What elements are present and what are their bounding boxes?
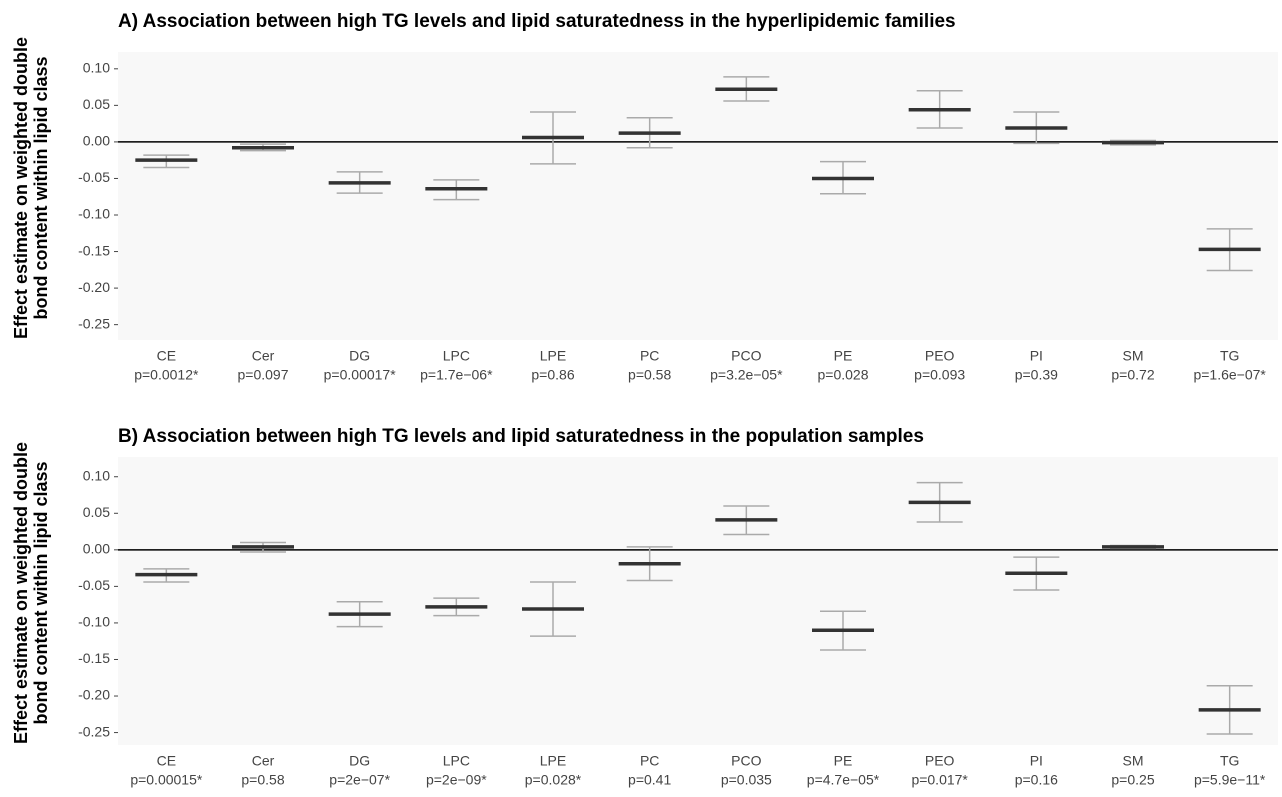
x-tick-label: TG <box>1220 753 1239 769</box>
y-tick-label: -0.10 <box>78 206 110 222</box>
p-value-label: p=0.097 <box>238 367 289 383</box>
p-value-label: p=2e−07* <box>329 772 390 788</box>
p-value-label: p=0.028* <box>525 772 582 788</box>
p-value-label: p=2e−09* <box>426 772 487 788</box>
x-tick-label: CE <box>157 753 176 769</box>
x-tick-label: TG <box>1220 348 1239 364</box>
p-value-label: p=1.7e−06* <box>420 367 493 383</box>
x-tick-label: LPE <box>540 348 566 364</box>
x-tick-label: CE <box>157 348 176 364</box>
x-tick-label: PC <box>640 753 659 769</box>
p-value-label: p=0.16 <box>1015 772 1058 788</box>
p-value-label: p=0.58 <box>628 367 671 383</box>
p-value-label: p=0.028 <box>818 367 869 383</box>
x-tick-label: PCO <box>731 348 761 364</box>
p-value-label: p=0.72 <box>1111 367 1154 383</box>
x-tick-label: PI <box>1030 753 1043 769</box>
p-value-label: p=0.093 <box>914 367 965 383</box>
x-tick-label: PEO <box>925 753 955 769</box>
x-tick-label: DG <box>349 348 370 364</box>
y-tick-label: -0.10 <box>78 614 110 630</box>
x-tick-label: DG <box>349 753 370 769</box>
p-value-label: p=3.2e−05* <box>710 367 783 383</box>
x-tick-label: PE <box>834 753 853 769</box>
y-tick-label: 0.00 <box>83 133 110 149</box>
x-tick-label: PCO <box>731 753 761 769</box>
y-tick-label: 0.05 <box>83 504 110 520</box>
p-value-label: p=0.00015* <box>130 772 203 788</box>
x-tick-label: PC <box>640 348 659 364</box>
x-tick-label: SM <box>1123 348 1144 364</box>
p-value-label: p=4.7e−05* <box>807 772 880 788</box>
p-value-label: p=0.39 <box>1015 367 1058 383</box>
y-tick-label: 0.00 <box>83 541 110 557</box>
x-tick-label: Cer <box>252 753 275 769</box>
y-tick-label: -0.20 <box>78 687 110 703</box>
p-value-label: p=1.6e−07* <box>1193 367 1266 383</box>
p-value-label: p=0.00017* <box>324 367 397 383</box>
x-tick-label: PI <box>1030 348 1043 364</box>
y-axis-label: Effect estimate on weighted double <box>11 37 31 339</box>
y-tick-label: 0.10 <box>83 467 110 483</box>
x-tick-label: PEO <box>925 348 955 364</box>
x-tick-label: LPE <box>540 753 566 769</box>
y-tick-label: 0.10 <box>83 60 110 76</box>
p-value-label: p=0.86 <box>531 367 574 383</box>
p-value-label: p=0.0012* <box>134 367 199 383</box>
plot-background <box>118 52 1278 340</box>
x-tick-label: LPC <box>443 348 470 364</box>
y-tick-label: -0.05 <box>78 577 110 593</box>
y-tick-label: -0.25 <box>78 723 110 739</box>
x-tick-label: Cer <box>252 348 275 364</box>
y-tick-label: 0.05 <box>83 96 110 112</box>
y-axis-label: bond content within lipid class <box>31 461 51 724</box>
y-tick-label: -0.15 <box>78 242 110 258</box>
p-value-label: p=0.017* <box>911 772 968 788</box>
y-tick-label: -0.05 <box>78 169 110 185</box>
y-tick-label: -0.25 <box>78 315 110 331</box>
p-value-label: p=0.035 <box>721 772 772 788</box>
chart-title: A) Association between high TG levels an… <box>118 11 956 32</box>
y-axis-label: bond content within lipid class <box>31 56 51 319</box>
x-tick-label: PE <box>834 348 853 364</box>
p-value-label: p=5.9e−11* <box>1194 772 1266 788</box>
p-value-label: p=0.58 <box>241 772 284 788</box>
chart-title: B) Association between high TG levels an… <box>118 426 924 447</box>
y-axis-label: Effect estimate on weighted double <box>11 442 31 744</box>
y-tick-label: -0.15 <box>78 650 110 666</box>
y-tick-label: -0.20 <box>78 279 110 295</box>
p-value-label: p=0.41 <box>628 772 671 788</box>
plot-background <box>118 457 1278 745</box>
x-tick-label: LPC <box>443 753 470 769</box>
x-tick-label: SM <box>1123 753 1144 769</box>
p-value-label: p=0.25 <box>1111 772 1154 788</box>
